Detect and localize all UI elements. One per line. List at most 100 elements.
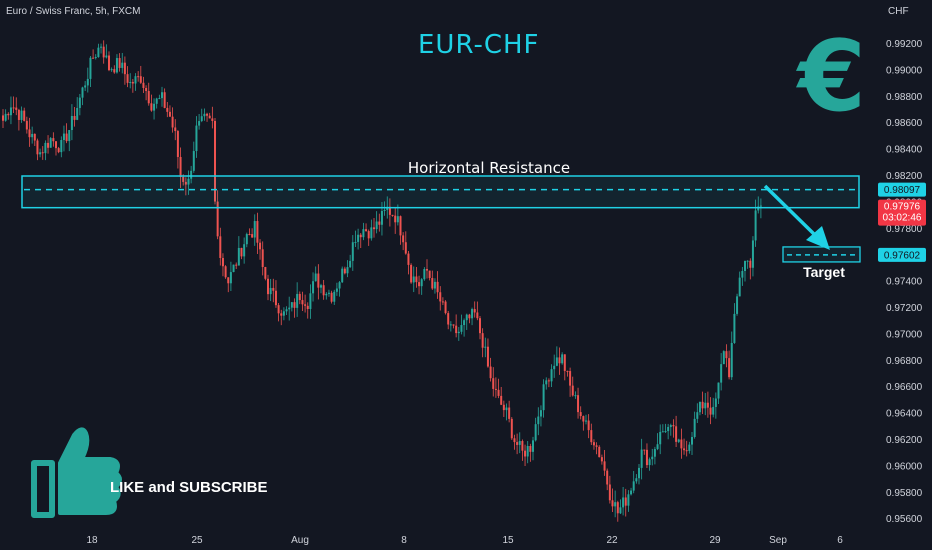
candle-up	[49, 136, 52, 148]
candle-down	[749, 258, 752, 280]
candle-up	[704, 392, 707, 416]
candle-down	[23, 107, 26, 122]
candle-down	[388, 198, 391, 227]
candle-up	[574, 391, 577, 399]
candle-down	[330, 290, 333, 304]
candle-up	[465, 313, 468, 330]
candle-down	[256, 212, 259, 254]
candle-up	[457, 327, 460, 341]
candle-down	[206, 112, 209, 122]
candle-up	[349, 254, 352, 269]
candle-down	[235, 262, 238, 269]
svg-text:€: €	[796, 20, 866, 134]
thumbs-up-icon[interactable]	[31, 427, 122, 518]
candle-up	[70, 104, 73, 141]
candle-down	[510, 417, 513, 440]
price-tick-label: 0.99200	[886, 39, 923, 50]
candle-down	[587, 414, 590, 439]
projection-arrow	[763, 184, 830, 250]
candle-up	[460, 314, 463, 335]
candle-down	[500, 386, 503, 406]
candle-up	[320, 283, 322, 294]
candle-up	[97, 43, 100, 58]
candle-down	[41, 146, 44, 160]
price-tick-label: 0.97200	[886, 303, 923, 314]
candle-down	[179, 147, 182, 189]
candle-down	[118, 53, 121, 72]
candle-down	[391, 214, 394, 217]
candle-down	[373, 218, 375, 238]
candle-up	[370, 219, 373, 241]
candle-up	[651, 448, 654, 466]
candle-down	[280, 309, 283, 326]
price-tick-label: 0.98400	[886, 145, 923, 156]
candle-up	[534, 417, 537, 442]
candle-down	[28, 117, 31, 147]
candle-up	[78, 93, 81, 116]
time-axis[interactable]: 18 25 Aug 8 15 22 29 Sep 6	[86, 535, 843, 546]
price-tick-label: 0.98200	[886, 171, 923, 182]
candle-down	[436, 271, 439, 299]
candle-up	[68, 129, 71, 152]
candle-down	[516, 433, 519, 455]
candle-up	[314, 266, 317, 282]
candle-up	[31, 126, 34, 144]
candle-up	[245, 232, 248, 248]
candle-up	[192, 141, 195, 173]
candle-down	[163, 88, 166, 109]
candle-down	[728, 350, 731, 380]
candle-down	[410, 263, 413, 284]
candle-down	[566, 370, 569, 377]
candle-down	[57, 146, 60, 154]
candle-up	[89, 56, 92, 88]
candle-up	[412, 266, 415, 293]
candle-down	[404, 231, 407, 255]
candle-up	[555, 346, 558, 367]
candle-up	[691, 431, 693, 456]
time-tick-label: 6	[837, 535, 843, 546]
candle-down	[65, 123, 68, 144]
candle-up	[722, 350, 725, 365]
candle-down	[431, 270, 434, 290]
candle-up	[362, 222, 365, 241]
candle-up	[627, 490, 630, 512]
candle-down	[577, 387, 580, 419]
candle-up	[309, 284, 312, 319]
candle-down	[476, 301, 479, 321]
candle-up	[229, 261, 232, 292]
candle-up	[619, 499, 622, 515]
candle-down	[267, 274, 269, 301]
candle-up	[688, 441, 691, 454]
candle-down	[359, 232, 362, 249]
candle-down	[240, 247, 243, 260]
candle-down	[547, 378, 550, 388]
candle-up	[733, 303, 736, 344]
candle-down	[47, 135, 50, 154]
candle-down	[439, 286, 442, 311]
candle-down	[513, 434, 516, 450]
candle-up	[86, 67, 89, 93]
candle-up	[712, 397, 715, 418]
candle-up	[84, 81, 87, 92]
candle-up	[232, 264, 235, 273]
svg-text:0.97602: 0.97602	[884, 250, 921, 261]
candle-up	[351, 235, 354, 271]
symbol-label: Euro / Swiss Franc, 5h, FXCM	[6, 6, 141, 17]
candle-down	[15, 97, 18, 116]
candle-up	[698, 401, 701, 416]
candle-up	[62, 125, 65, 152]
candle-down	[447, 310, 450, 330]
candle-down	[367, 229, 370, 246]
candle-up	[282, 307, 285, 321]
candle-up	[696, 403, 699, 423]
candle-down	[563, 354, 566, 381]
candle-up	[664, 423, 667, 433]
candle-down	[137, 71, 140, 82]
candle-down	[497, 378, 500, 399]
candle-down	[441, 297, 444, 306]
candle-up	[746, 260, 749, 269]
candle-down	[304, 294, 307, 313]
candle-down	[211, 106, 214, 129]
candle-down	[502, 400, 505, 417]
